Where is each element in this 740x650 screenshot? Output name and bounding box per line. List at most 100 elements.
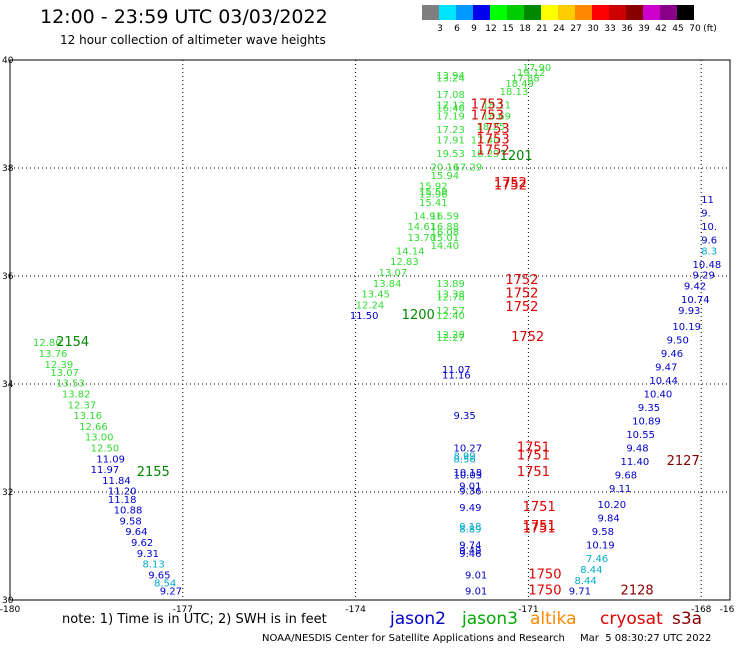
- wave-height-label: 15.94: [430, 171, 459, 182]
- wave-height-label: 13.45: [361, 290, 390, 301]
- wave-height-label: 10.44: [649, 376, 678, 387]
- pass-time-label: 1753: [471, 108, 504, 123]
- wave-height-label: 9.: [701, 209, 711, 220]
- pass-time-label: 1752: [505, 287, 538, 302]
- wave-height-label: 13.94: [436, 71, 465, 82]
- wave-height-label: 16.08: [430, 228, 459, 239]
- wave-height-label: 16.59: [430, 211, 459, 222]
- wave-height-label: 19.53: [436, 149, 465, 160]
- colorbar-swatch: [626, 5, 643, 20]
- wave-height-label: 14.14: [396, 246, 425, 257]
- wave-height-label: 18.69: [482, 111, 511, 122]
- wave-height-label: 8.44: [580, 565, 602, 576]
- wave-height-label: 12.24: [356, 300, 385, 311]
- wave-height-label: 10.19: [586, 541, 615, 552]
- lon-tick-label: -171: [518, 605, 538, 615]
- wave-height-label: 9.46: [661, 349, 683, 360]
- wave-height-label: 17.12: [436, 101, 465, 112]
- wave-height-label: 9.01: [465, 587, 487, 598]
- satellite-legend-jason2: jason2: [390, 609, 446, 629]
- wave-height-label: 11.09: [96, 454, 125, 465]
- wave-height-label: 9.11: [609, 484, 631, 495]
- colorbar-label: 15: [502, 24, 514, 34]
- wave-height-label: 13.82: [62, 390, 91, 401]
- wave-height-label: 9.18: [459, 522, 481, 533]
- pass-time-label: 2127: [667, 454, 700, 469]
- colorbar-label: 45: [672, 24, 684, 34]
- wave-height-label: 17.40: [471, 136, 500, 147]
- lon-tick-label: -174: [345, 605, 366, 615]
- wave-height-label: 11.18: [108, 495, 137, 506]
- colorbar-label: 39: [638, 24, 650, 34]
- wave-height-label: 11.40: [621, 457, 650, 468]
- wave-height-label: 8.99: [454, 452, 476, 463]
- colorbar-label: 18: [519, 24, 531, 34]
- wave-height-label: 16.88: [430, 222, 459, 233]
- wave-height-label: 12.78: [436, 292, 465, 303]
- lon-tick-label: -168: [691, 605, 712, 615]
- wave-height-label: 9.58: [119, 516, 141, 527]
- wave-height-label: 19.12: [517, 68, 546, 79]
- wave-height-label: 17.88: [511, 74, 540, 85]
- wave-height-label: 17.23: [436, 125, 465, 136]
- wave-height-label: 9.27: [160, 587, 182, 598]
- colorbar-label: 33: [604, 24, 616, 34]
- wave-height-label: 9.50: [667, 336, 689, 347]
- wave-height-label: 17.19: [436, 111, 465, 122]
- wave-height-label: 12.40: [436, 311, 465, 322]
- wave-height-label: 9.49: [459, 546, 481, 557]
- wave-height-label: 8.56: [454, 454, 476, 465]
- wave-height-label: 8.13: [142, 560, 164, 571]
- map-title: 12:00 - 23:59 UTC 03/03/2022: [40, 6, 328, 28]
- pass-time-label: 1752: [505, 273, 538, 288]
- wave-height-label: 10.55: [626, 430, 655, 441]
- wave-height-label: 10.48: [693, 260, 722, 271]
- wave-height-label: 9.36: [459, 487, 481, 498]
- pass-time-label: 1750: [528, 584, 561, 599]
- wave-height-label: 8.54: [154, 579, 176, 590]
- wave-height-label: 9.71: [569, 587, 591, 598]
- wave-height-label: 13.53: [56, 379, 85, 390]
- wave-height-label: 12.80: [33, 338, 62, 349]
- colorbar-swatch: [643, 5, 660, 20]
- wave-height-label: 17.08: [436, 90, 465, 101]
- wave-height-label: 9.42: [684, 282, 706, 293]
- colorbar-swatch: [541, 5, 558, 20]
- colorbar-swatch: [473, 5, 490, 20]
- wave-height-label: 10.89: [632, 417, 661, 428]
- wave-height-label: 10.27: [454, 444, 483, 455]
- wave-height-label: 9.49: [459, 503, 481, 514]
- wave-height-label: 17.90: [523, 63, 552, 74]
- pass-time-label: 1752: [494, 179, 527, 194]
- wave-height-label: 9.29: [693, 271, 715, 282]
- wave-height-label: 10.19: [672, 322, 701, 333]
- wave-height-label: 15.59: [419, 187, 448, 198]
- wave-height-label: 11.07: [442, 365, 471, 376]
- wave-height-label: 11.84: [102, 476, 131, 487]
- wave-height-label: 13.00: [85, 433, 114, 444]
- pass-time-label: 2155: [137, 465, 170, 480]
- colorbar-label: 30: [587, 24, 599, 34]
- pass-time-label: 1753: [477, 122, 510, 137]
- colorbar-label: 42: [655, 24, 667, 34]
- wave-height-label: 10.88: [114, 506, 143, 517]
- colorbar-label: 21: [536, 24, 548, 34]
- pass-time-label: 1751: [523, 519, 556, 534]
- wave-height-label: 9.68: [615, 471, 637, 482]
- lat-tick-label: 36: [2, 272, 14, 282]
- pass-time-label: 1751: [523, 500, 556, 515]
- wave-height-label: 15.41: [419, 198, 448, 209]
- wave-height-label: 13.24: [436, 74, 465, 85]
- footer-timestamp: Mar 5 08:30:27 UTC 2022: [580, 633, 712, 644]
- colorbar-swatch: [422, 5, 439, 20]
- pass-time-label: 2128: [621, 584, 654, 599]
- wave-height-label: 10.03: [454, 471, 483, 482]
- lat-tick-label: 32: [2, 488, 13, 498]
- footer-credit: NOAA/NESDIS Center for Satellite Applica…: [262, 633, 565, 644]
- wave-height-label: 12.50: [91, 444, 120, 455]
- lat-tick-label: 40: [2, 56, 14, 66]
- wave-height-label: 9.46: [459, 549, 481, 560]
- wave-height-label: 13.16: [73, 411, 102, 422]
- wave-height-label: 12.39: [45, 360, 74, 371]
